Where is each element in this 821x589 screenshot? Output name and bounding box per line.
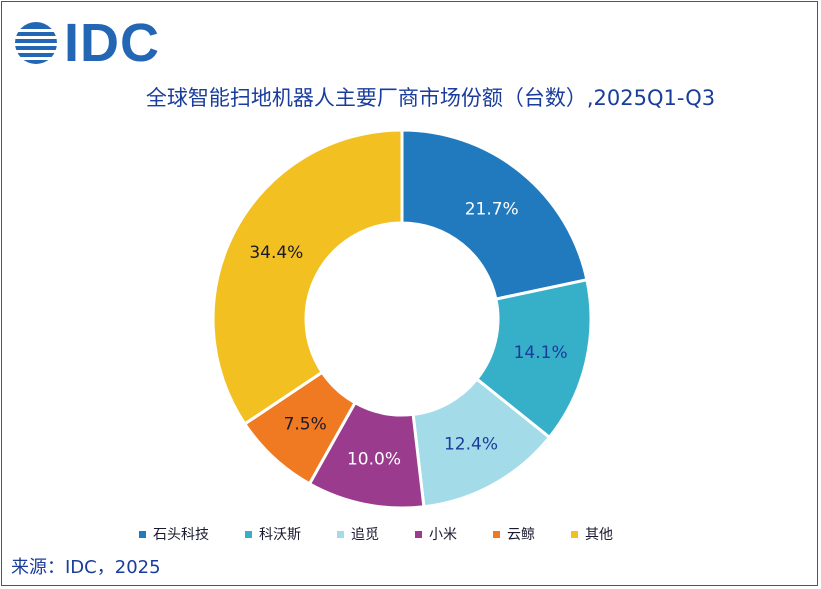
slice-label-6: 34.4% xyxy=(249,243,303,263)
legend-label: 其他 xyxy=(585,527,613,543)
slice-label-3: 12.4% xyxy=(444,435,498,455)
slice-label-4: 10.0% xyxy=(347,450,401,470)
legend-label: 科沃斯 xyxy=(259,527,301,543)
legend-item-5: 云鲸 xyxy=(493,524,535,544)
legend-item-3: 追觅 xyxy=(337,524,379,544)
legend-swatch xyxy=(245,530,252,538)
idc-globe-icon xyxy=(14,22,58,64)
chart-title: 全球智能扫地机器人主要厂商市场份额（台数）,2025Q1-Q3 xyxy=(145,86,716,110)
legend-item-4: 小米 xyxy=(415,524,457,544)
slice-label-2: 14.1% xyxy=(514,343,568,363)
legend-label: 石头科技 xyxy=(153,527,209,543)
slice-6 xyxy=(211,128,404,426)
legend-label: 追觅 xyxy=(351,527,379,543)
slice-label-5: 7.5% xyxy=(284,415,327,435)
legend-label: 小米 xyxy=(429,527,457,543)
legend-swatch xyxy=(571,530,578,538)
legend-swatch xyxy=(415,530,422,538)
legend-swatch xyxy=(139,530,146,538)
idc-logo-text: IDC xyxy=(64,13,160,73)
source-note: 来源：IDC，2025 xyxy=(11,557,161,578)
legend-item-1: 石头科技 xyxy=(139,524,209,544)
legend-swatch xyxy=(337,530,344,538)
legend-item-6: 其他 xyxy=(571,524,613,544)
idc-logo: IDC xyxy=(14,16,160,70)
chart-legend: 石头科技 科沃斯 追觅 小米 云鲸 其他 xyxy=(139,524,649,544)
legend-swatch xyxy=(493,530,500,538)
legend-item-2: 科沃斯 xyxy=(245,524,301,544)
slice-1 xyxy=(400,128,589,301)
legend-label: 云鲸 xyxy=(507,527,535,543)
slice-label-1: 21.7% xyxy=(465,199,519,219)
